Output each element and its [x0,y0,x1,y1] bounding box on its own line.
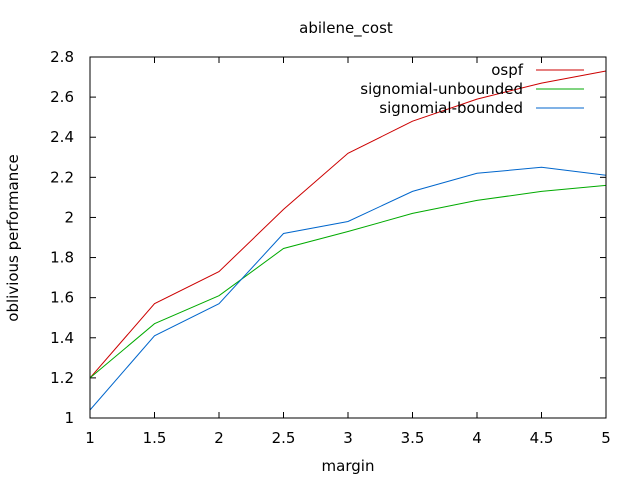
series-line-ospf [89,70,607,379]
x-axis-label: margin [322,457,375,475]
x-tick-label: 2 [214,429,224,447]
x-tick-label: 4 [472,429,482,447]
legend-label: ospf [491,61,524,79]
y-tick-label: 2.6 [50,88,74,106]
x-tick-label: 1.5 [143,429,167,447]
x-tick-label: 4.5 [530,429,554,447]
y-tick-label: 1 [64,409,74,427]
series-line-signomial-bounded [89,166,607,411]
x-tick-label: 3.5 [401,429,425,447]
legend-label: signomial-unbounded [360,80,523,98]
x-tick-label: 3 [343,429,353,447]
y-tick-label: 1.6 [50,289,74,307]
x-tick-label: 1 [85,429,95,447]
axis-ticks: 1 1.5 2 2.5 3 3.5 4 4.5 5 1 1.2 1.4 1.6 1.8 2 2.2 2.4 2.6… [50,48,611,447]
series-lines [89,70,607,411]
y-tick-label: 2.2 [50,168,74,186]
y-tick-label: 1.2 [50,369,74,387]
y-tick-label: 1.8 [50,249,74,267]
x-tick-label: 2.5 [272,429,296,447]
y-tick-label: 1.4 [50,329,74,347]
y-tick-label: 2 [64,208,74,226]
series-line-signomial-unbounded [89,184,607,379]
chart-title: abilene_cost [299,19,393,38]
y-tick-label: 2.4 [50,128,74,146]
y-axis-label: oblivious performance [4,154,22,321]
plot-frame [89,56,607,419]
x-tick-label: 5 [601,429,611,447]
y-tick-label: 2.8 [50,48,74,66]
legend-label: signomial-bounded [379,99,523,117]
